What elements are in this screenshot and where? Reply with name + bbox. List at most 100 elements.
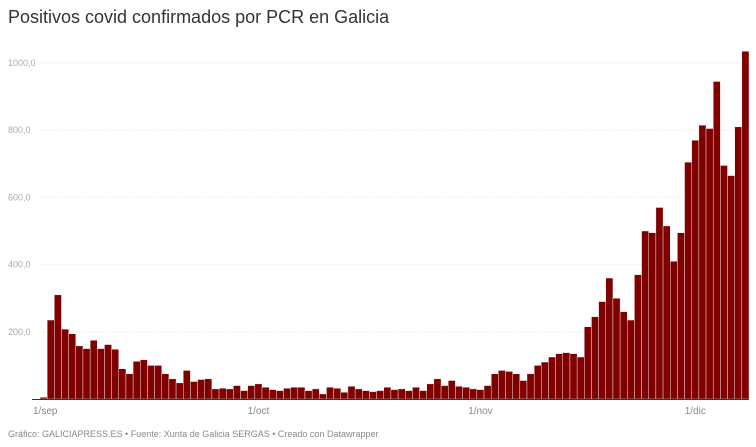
bar	[734, 126, 743, 400]
bar	[412, 387, 420, 400]
bar	[82, 348, 91, 400]
bar	[555, 353, 563, 400]
bar	[619, 311, 628, 400]
bar	[648, 232, 657, 400]
bar	[655, 207, 664, 400]
bar	[376, 390, 384, 400]
bar	[132, 361, 141, 400]
bar	[698, 124, 707, 400]
x-tick-label: 1/dic	[685, 406, 706, 417]
bar	[304, 390, 313, 400]
bar	[462, 387, 470, 400]
bar	[569, 353, 578, 400]
bar	[684, 161, 692, 400]
bar	[605, 277, 614, 400]
bar	[197, 379, 205, 400]
bar	[118, 368, 127, 400]
bar	[233, 385, 241, 400]
bar	[512, 373, 521, 400]
bar	[505, 371, 513, 400]
bar	[541, 361, 549, 400]
bar	[268, 389, 277, 400]
y-tick-label: 1000,0	[8, 58, 36, 68]
bar	[634, 274, 642, 400]
y-tick-label: 400,0	[8, 260, 31, 270]
chart-title: Positivos covid confirmados por PCR en G…	[8, 7, 390, 27]
bar	[548, 356, 556, 400]
bar	[426, 383, 435, 400]
bar	[326, 387, 334, 400]
bar	[61, 328, 69, 400]
bar	[670, 261, 678, 400]
bar	[677, 232, 685, 400]
bar	[712, 81, 721, 400]
x-tick-label: 1/nov	[468, 406, 492, 417]
bar	[440, 385, 449, 400]
bar	[297, 387, 306, 400]
bar	[226, 388, 234, 400]
bar	[154, 365, 162, 400]
bar	[519, 380, 528, 400]
bar	[218, 388, 227, 400]
bar	[104, 344, 112, 400]
bar	[247, 385, 256, 400]
y-tick-label: 200,0	[8, 327, 31, 337]
bar	[433, 378, 442, 400]
bar	[46, 319, 55, 400]
bar	[333, 388, 341, 400]
bar	[455, 386, 463, 400]
bar	[254, 383, 263, 400]
bar	[147, 365, 155, 400]
bar	[89, 340, 98, 400]
bar	[584, 326, 592, 400]
bar	[448, 380, 456, 400]
y-tick-label: 800,0	[8, 125, 31, 135]
bar	[562, 352, 571, 400]
bar	[75, 345, 84, 400]
x-tick-label: 1/sep	[33, 406, 58, 417]
bar	[283, 388, 291, 400]
bar	[705, 128, 714, 400]
bar	[175, 382, 184, 400]
bar	[125, 373, 134, 400]
bar	[340, 392, 349, 400]
bar	[261, 387, 270, 400]
bar	[691, 140, 700, 400]
bar	[190, 381, 198, 400]
bar	[476, 389, 485, 400]
bar	[97, 348, 105, 400]
chart-footer: Gráfico: GALICIAPRESS.ES • Fuente: Xunta…	[8, 429, 379, 439]
bar	[140, 359, 148, 400]
bar	[741, 51, 750, 400]
bar	[362, 390, 370, 400]
y-tick-label: 600,0	[8, 192, 31, 202]
bar	[469, 388, 478, 400]
bar	[526, 373, 535, 400]
bar	[319, 393, 327, 400]
bar	[720, 165, 728, 400]
bar	[111, 349, 119, 400]
bar	[612, 298, 621, 400]
bar	[498, 370, 506, 400]
bar	[627, 319, 635, 400]
bar	[168, 378, 177, 400]
bar	[483, 385, 492, 400]
bar	[276, 390, 284, 400]
bar	[662, 225, 671, 400]
bar	[419, 390, 427, 400]
bar	[405, 390, 413, 400]
bar	[290, 387, 299, 400]
bar	[183, 370, 191, 400]
bar	[490, 373, 499, 400]
bar	[354, 388, 363, 400]
bar	[591, 316, 599, 400]
bar	[311, 388, 320, 400]
bar	[54, 294, 62, 400]
bar	[727, 175, 735, 400]
bar	[211, 388, 220, 400]
bar	[347, 386, 356, 400]
bar	[161, 373, 170, 400]
bar	[369, 391, 377, 400]
bar	[68, 333, 77, 400]
bar	[39, 397, 48, 400]
